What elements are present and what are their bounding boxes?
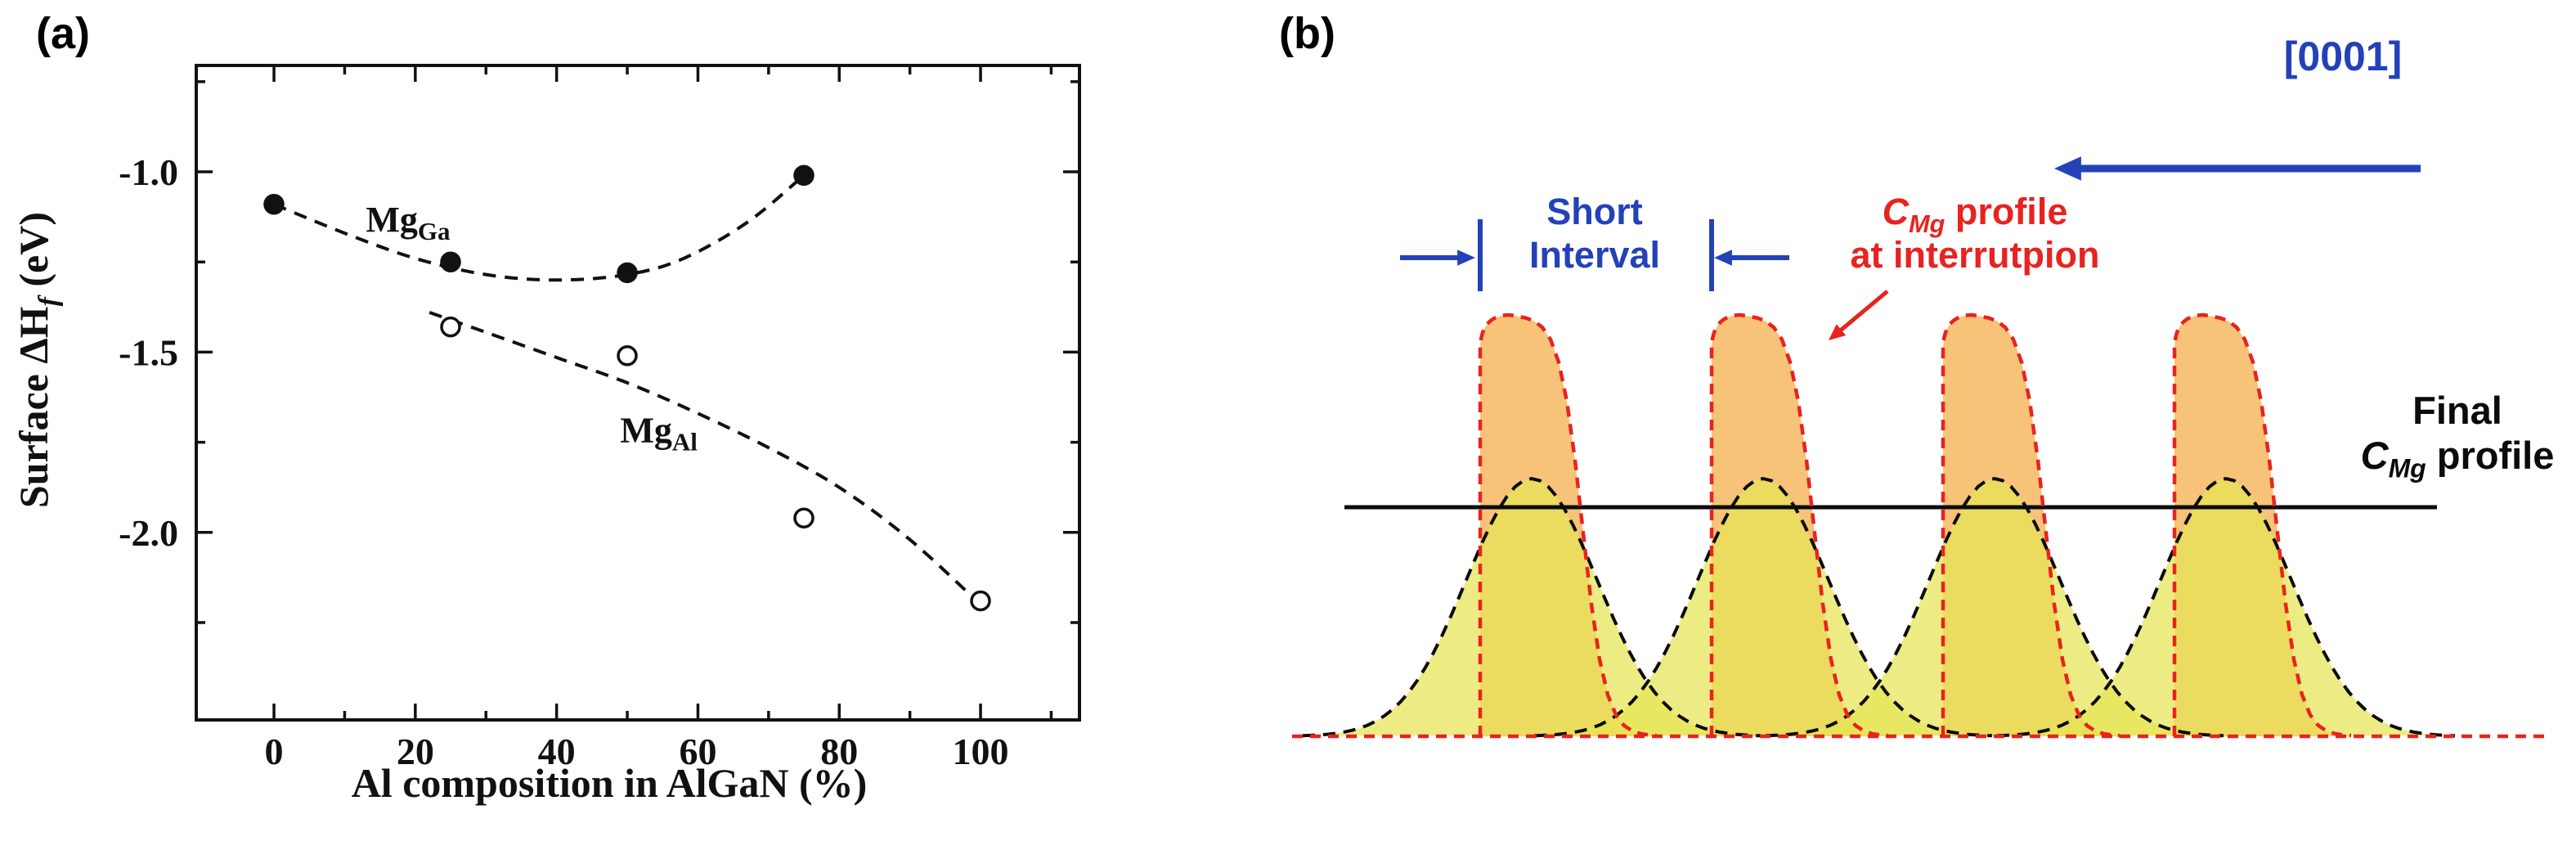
diffused-outline-4 (1996, 476, 2456, 738)
y-tick-label: -1.5 (119, 331, 178, 373)
short-interval-label: Short Interval (1529, 190, 1660, 277)
data-point-mg_al (617, 345, 638, 367)
panel-b-label: (b) (1279, 9, 1335, 58)
diffused-outline-1 (1302, 476, 1761, 738)
data-point-mg_ga (793, 164, 815, 187)
series-label-mg_al: MgAl (620, 411, 698, 456)
interval-arrow-left-head (1457, 250, 1475, 266)
cmg-symbol-sub: Mg (1909, 210, 1945, 238)
diffused-fill-4 (1997, 479, 2455, 736)
cmg-symbol: C (1882, 191, 1910, 232)
panel-a-label: (a) (36, 9, 90, 58)
short-interval-line2: Interval (1528, 234, 1661, 277)
final-profile-label: Final CMg profile (2360, 388, 2555, 482)
pulse-outline-2 (1709, 313, 1889, 738)
y-axis-label: Surface ΔHf (eV) (11, 212, 64, 508)
diffused-fill-1 (1303, 479, 1761, 736)
cmg-profile-word: profile (1945, 191, 2068, 232)
short-interval-line1: Short (1546, 191, 1643, 232)
growth-direction-arrow-head (2054, 156, 2081, 181)
x-tick-label: 0 (265, 731, 284, 772)
x-tick-label: 60 (679, 731, 716, 772)
final-profile-line2: CMg profile (2360, 433, 2555, 481)
fit-curve-mg_ga (273, 173, 806, 282)
growth-direction-label: [0001] (2283, 34, 2403, 79)
panel-a: (a) 0 20 40 60 80 100 -1.0 -1.5 -2.0 Al compositi… (0, 0, 1194, 841)
pulse-outline-1 (1478, 313, 1658, 738)
panel-b: (b) [0001] Short Interval CMg profile at… (1194, 0, 2576, 841)
final-cmg-symbol: C (2360, 434, 2389, 478)
data-point-mg_al (793, 507, 815, 528)
x-tick-label: 20 (397, 731, 434, 772)
cmg-interruption-line1: CMg profile (1851, 190, 2100, 236)
formation-enthalpy-chart: 0 20 40 60 80 100 -1.0 -1.5 -2.0 Al composition i… (11, 64, 1081, 806)
final-profile-word: profile (2426, 434, 2555, 478)
cmg-pointer-arrow-head (1829, 324, 1847, 340)
y-tick-label: -2.0 (119, 512, 178, 554)
cmg-pointer-arrow (1834, 290, 1889, 336)
final-cmg-symbol-sub: Mg (2388, 453, 2426, 483)
diffused-outline-2 (1533, 476, 1993, 738)
x-tick-label: 80 (820, 731, 858, 772)
x-tick-label: 100 (953, 731, 1009, 772)
diffused-fill-2 (1534, 479, 1992, 736)
interval-arrow-right-head (1714, 250, 1732, 266)
series-label-mg_ga: MgGa (366, 200, 451, 245)
x-tick-label: 40 (538, 731, 576, 772)
cmg-interruption-label: CMg profile at interrutpion (1851, 190, 2100, 277)
mg-profile-diagram (1292, 156, 2551, 739)
fit-curve-mg_al (429, 311, 982, 606)
pulse-outline-3 (1941, 313, 2120, 738)
final-word: Final (2412, 389, 2502, 432)
data-point-mg_al (440, 316, 461, 338)
cmg-interruption-line2: at interrutpion (1850, 234, 2100, 277)
data-point-mg_al (970, 590, 991, 612)
pulse-outline-4 (2172, 313, 2352, 738)
diffused-outline-3 (1765, 476, 2224, 738)
data-point-mg_ga (617, 262, 638, 284)
diffused-fill-3 (1766, 479, 2224, 736)
axis-frame (195, 64, 1081, 722)
data-point-mg_ga (263, 193, 285, 215)
data-point-mg_ga (440, 251, 461, 272)
x-axis-label: Al composition in AlGaN (%) (352, 760, 868, 806)
y-tick-label: -1.0 (119, 151, 178, 193)
